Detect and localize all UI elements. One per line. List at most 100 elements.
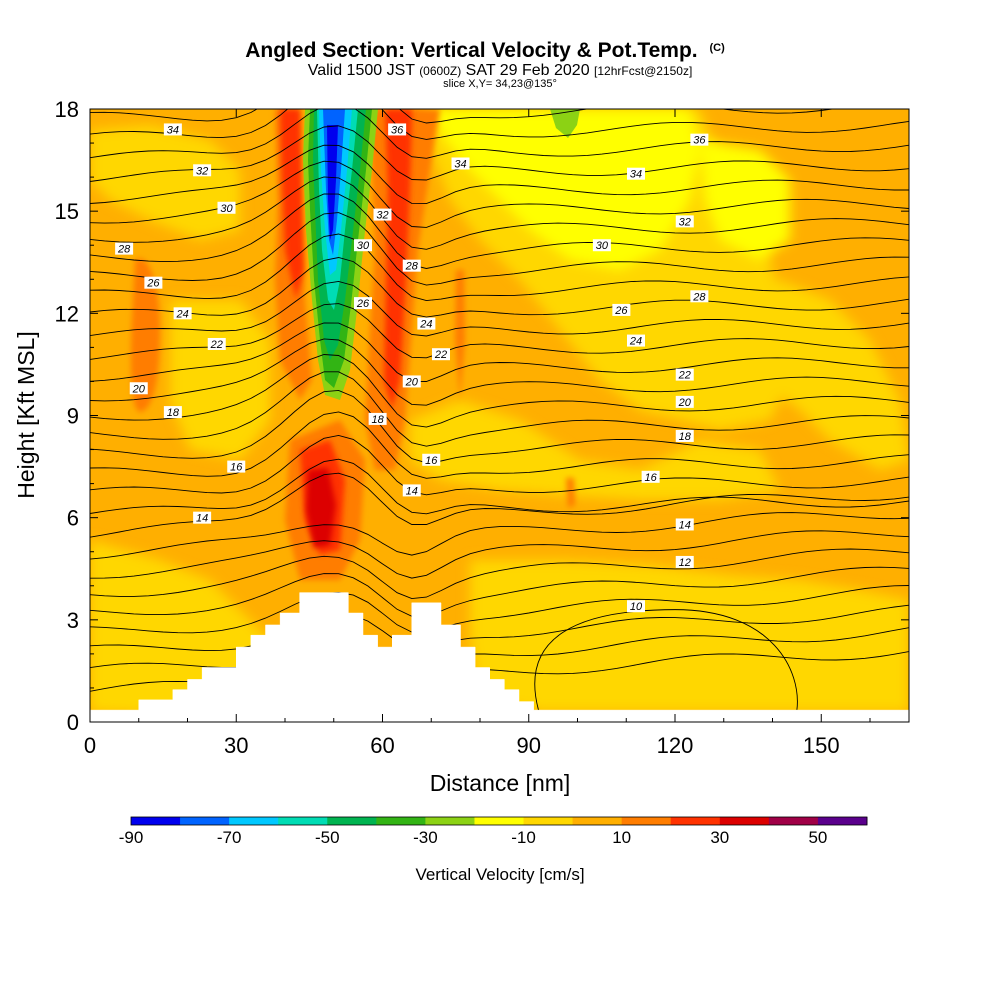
contour-label: 28 <box>692 291 706 303</box>
yellow-region-upper-right <box>430 109 700 270</box>
contour-label: 34 <box>630 169 642 181</box>
slice-label: slice X,Y= 34,23@135° <box>443 78 557 90</box>
isentrope-line <box>90 144 909 205</box>
isentrope-line <box>90 434 909 496</box>
chart-subtitle: Valid 1500 JST (0600Z) SAT 29 Feb 2020 [… <box>308 62 693 79</box>
isentrope-line <box>90 338 909 406</box>
contour-label: 18 <box>372 414 385 426</box>
contour-label-bg <box>115 242 134 255</box>
contour-label-bg <box>373 208 392 221</box>
colorbar-swatch <box>229 817 279 825</box>
isentrope-line <box>90 371 909 447</box>
contour-label-bg <box>592 239 611 252</box>
contour-label: 26 <box>146 278 160 290</box>
contour-label: 32 <box>376 210 388 222</box>
colorbar: -90 -70 -50 -30 -10 10 30 50 <box>119 816 868 847</box>
contour-label-bg <box>451 157 470 170</box>
contour-label: 16 <box>230 462 243 474</box>
contour-label-bg <box>217 201 236 214</box>
contour-label-bg <box>144 276 163 289</box>
contour-label: 24 <box>419 319 432 331</box>
isentrope-line <box>90 303 909 360</box>
light-region-mid-right <box>700 280 909 470</box>
colorbar-swatch <box>719 817 770 825</box>
colorbar-swatch <box>131 817 181 825</box>
colorbar-swatch <box>768 817 819 825</box>
velocity-yellow-regions <box>430 109 790 270</box>
colorbar-tick-label: -30 <box>413 828 438 847</box>
colorbar-swatch <box>180 817 230 825</box>
plume-band-core <box>327 125 338 240</box>
plot-area: 34 32 30 28 26 24 22 20 18 16 14 36 34 32 30 28 26 24 22 20… <box>90 109 909 722</box>
contour-label: 30 <box>596 240 609 252</box>
colorbar-tick-label: -10 <box>511 828 536 847</box>
colorbar-tick-label: 30 <box>710 828 729 847</box>
pot-temp-labels: 34 32 30 28 26 24 22 20 18 16 14 36 34 32 30 28 26 24 22 20… <box>115 123 709 613</box>
contour-label: 30 <box>220 203 233 215</box>
contour-label-bg <box>402 259 421 272</box>
isentrope-line <box>90 389 909 464</box>
colorbar-tick-label: 50 <box>808 828 827 847</box>
contour-label-bg <box>163 406 182 419</box>
contour-label: 24 <box>176 308 189 320</box>
isentrope-line <box>90 109 836 124</box>
contour-label-bg <box>627 167 645 180</box>
contour-label-bg <box>193 164 212 177</box>
colorbar-swatch <box>474 817 525 825</box>
contour-label: 34 <box>454 158 466 170</box>
contour-label: 28 <box>117 244 131 256</box>
x-tick-label: 90 <box>517 733 541 758</box>
colorbar-swatch <box>621 817 672 825</box>
subtitle-forecast: [12hrFcst@2150z] <box>594 64 692 78</box>
colorbar-swatch <box>376 817 426 825</box>
colorbar-swatch <box>278 817 328 825</box>
isentrope-closed-10 <box>534 609 798 711</box>
subtitle-valid: Valid 1500 JST <box>308 62 419 79</box>
contour-label: 36 <box>693 135 706 147</box>
subtitle-zulu: (0600Z) <box>419 64 461 78</box>
x-axis-label: Distance [nm] <box>430 770 571 796</box>
isentrope-line <box>90 566 909 617</box>
contour-label-bg <box>422 453 441 466</box>
contour-label-bg <box>417 317 436 330</box>
isentrope-line <box>90 548 909 600</box>
light-region-center-band <box>410 400 780 500</box>
contour-label-bg <box>227 460 246 473</box>
contour-label: 32 <box>679 216 691 228</box>
contour-label-bg <box>163 123 182 136</box>
colorbar-swatch <box>523 817 574 825</box>
terrain <box>90 592 909 722</box>
y-tick-label: 9 <box>67 404 79 429</box>
contour-label-bg <box>627 334 645 347</box>
contour-label-bg <box>432 348 450 361</box>
contour-label: 22 <box>678 370 691 382</box>
contour-label: 10 <box>630 601 643 613</box>
isentrope-line <box>90 176 909 250</box>
contour-label: 14 <box>406 485 418 497</box>
contour-label: 34 <box>167 124 179 136</box>
subtitle-date: SAT 29 Feb 2020 <box>461 62 594 79</box>
contour-label-bg <box>690 290 709 303</box>
x-tick-label: 60 <box>370 733 394 758</box>
contour-label: 18 <box>167 407 180 419</box>
contour-label: 28 <box>405 261 419 273</box>
isentrope-line <box>90 585 909 634</box>
contour-label-bg <box>354 297 372 310</box>
y-tick-label: 3 <box>67 608 79 633</box>
isentrope-line <box>90 233 909 302</box>
red-region-right-column <box>384 109 412 410</box>
isentrope-line <box>90 109 909 159</box>
contour-label: 18 <box>679 431 692 443</box>
contour-label: 16 <box>645 472 658 484</box>
contour-label: 36 <box>391 124 404 136</box>
contour-label-bg <box>354 239 372 252</box>
x-tick-label: 150 <box>803 733 840 758</box>
light-region-upper-left <box>90 125 240 240</box>
contour-label-bg <box>612 303 631 316</box>
colorbar-swatch <box>425 817 475 825</box>
contour-label-bg <box>402 375 421 388</box>
chart-title: Angled Section: Vertical Velocity & Pot.… <box>245 39 725 62</box>
x-tick-label: 0 <box>84 733 96 758</box>
